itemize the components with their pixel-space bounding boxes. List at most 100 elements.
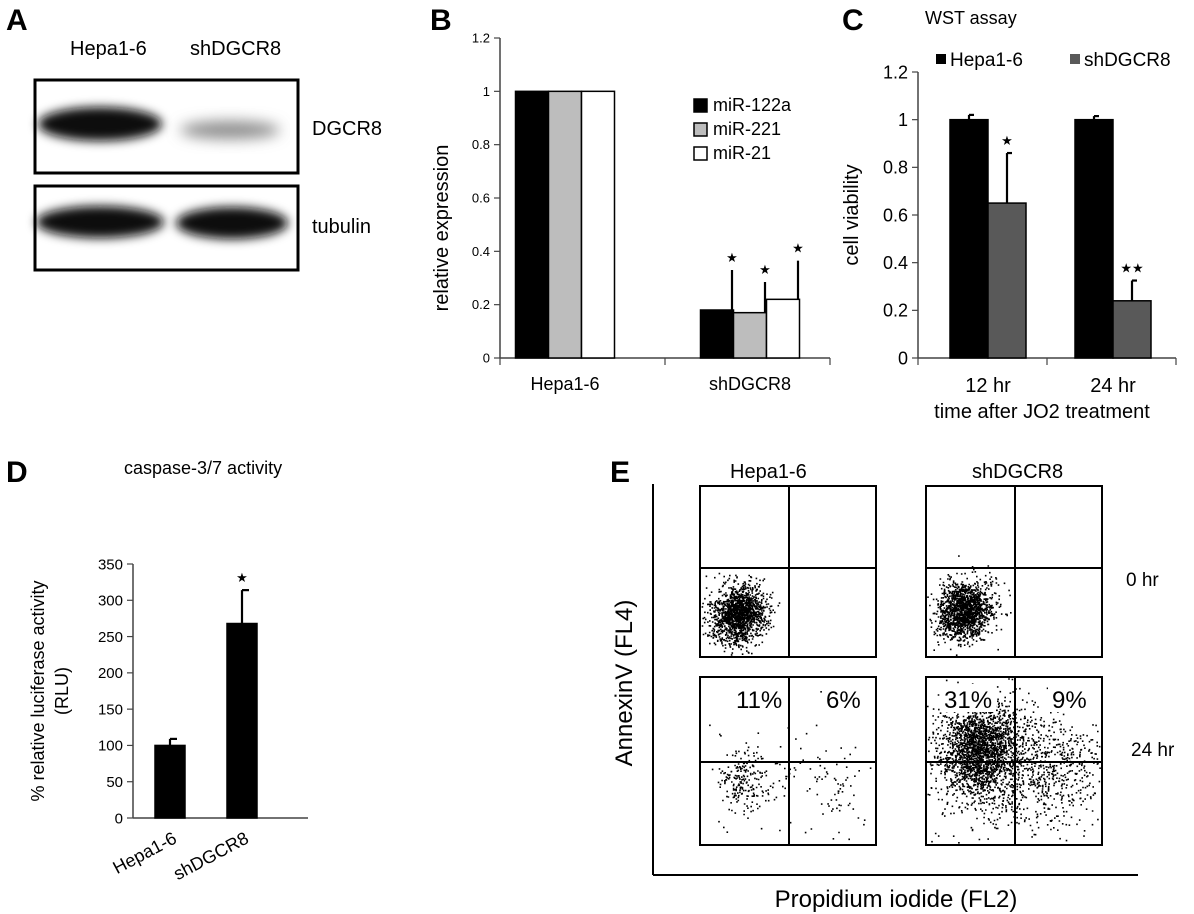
panel-e-label: E <box>610 456 630 489</box>
chart-b-legend-label: miR-122a <box>713 95 792 115</box>
panel-c-label: C <box>842 4 864 37</box>
chart-b-bar <box>699 309 735 359</box>
chart-c-legend-label: shDGCR8 <box>1084 50 1171 71</box>
tubulin-band-hepa <box>36 206 164 238</box>
pct-bg-hepa-right <box>822 684 870 712</box>
chart-d-category-label: shDGCR8 <box>170 828 252 884</box>
chart-b-legend-swatch <box>693 98 708 113</box>
chart-c-x-axis-label: time after JO2 treatment <box>934 401 1150 423</box>
chart-d-y-tick-label: 0 <box>115 810 123 827</box>
chart-b-legend-label: miR-21 <box>713 143 771 163</box>
pct-bg-sh-right <box>1048 684 1096 712</box>
chart-d-category-label: Hepa1-6 <box>110 828 180 878</box>
flow-events <box>927 555 1012 656</box>
chart-b-y-tick-label: 0 <box>483 351 490 366</box>
panel-a: A Hepa1-6 shDGCR8 DGCR8 tubulin <box>6 4 382 272</box>
chart-b-bar <box>732 311 768 359</box>
chart-c-bar <box>987 202 1027 359</box>
chart-c-y-axis-label: cell viability <box>841 164 863 265</box>
chart-d-bar <box>154 744 186 819</box>
dgcr8-band-hepa <box>38 107 162 141</box>
flow-x-axis-label: Propidium iodide (FL2) <box>775 886 1018 913</box>
chart-d: 0 50 100 150 200 250 300 350 Hepa1-6 ★ shDGCR8 <box>98 556 308 884</box>
chart-c-category-label: 12 hr <box>965 375 1011 397</box>
chart-c-y-tick-label: 1 <box>898 110 908 130</box>
chart-c-category-label: 24 hr <box>1090 375 1136 397</box>
blot-label-dgcr8: DGCR8 <box>312 118 382 140</box>
chart-b-y-tick-label: 0.6 <box>472 191 490 206</box>
chart-d-y-tick-label: 350 <box>98 556 123 573</box>
chart-c-bar <box>1112 300 1152 359</box>
chart-c-y-tick-label: 0 <box>898 348 908 368</box>
flow-col-label-shdgcr8: shDGCR8 <box>972 461 1063 483</box>
chart-c-y-tick-label: 0.2 <box>883 301 908 321</box>
pct-shdgcr8-24-annexin: 31% <box>944 687 992 714</box>
flow-y-axis-label: AnnexinV (FL4) <box>611 600 638 767</box>
chart-b-category-label: Hepa1-6 <box>530 374 599 394</box>
chart-d-title: caspase-3/7 activity <box>124 458 282 478</box>
chart-d-y-tick-label: 200 <box>98 665 123 682</box>
panel-b-label: B <box>430 4 452 37</box>
chart-d-y-tick-label: 100 <box>98 738 123 755</box>
pct-hepa-24-double: 6% <box>826 687 861 714</box>
lane-label-hepa: Hepa1-6 <box>70 38 147 60</box>
blot-label-tubulin: tubulin <box>312 216 371 238</box>
chart-c-y-tick-label: 0.8 <box>883 158 908 178</box>
chart-c-bar <box>949 118 989 359</box>
chart-c-bar <box>1074 118 1114 359</box>
panel-e: E Hepa1-6 shDGCR8 AnnexinV (FL4) Propidi… <box>610 456 1175 913</box>
chart-b-significance-star: ★ <box>726 250 738 265</box>
chart-b: 0 0.2 0.4 0.6 0.8 1 1.2 Hepa1-6 ★ ★ ★ shDGCR8 miR-12… <box>472 31 831 394</box>
chart-d-y-axis-label-line-2: (RLU) <box>52 667 72 715</box>
chart-b-significance-star: ★ <box>759 262 771 277</box>
panel-a-label: A <box>6 4 28 37</box>
chart-d-y-tick-label: 300 <box>98 593 123 610</box>
chart-c-legend-label: Hepa1-6 <box>950 50 1023 71</box>
flow-events <box>701 572 781 656</box>
chart-b-significance-star: ★ <box>792 241 804 256</box>
chart-b-y-tick-label: 0.8 <box>472 137 490 152</box>
chart-d-y-tick-label: 150 <box>98 701 123 718</box>
chart-c-y-tick-label: 0.4 <box>883 253 908 273</box>
flow-dots-hepa-0hr <box>701 572 781 656</box>
tubulin-band-shdgcr8 <box>176 207 288 239</box>
chart-b-y-tick-label: 1.2 <box>472 31 490 46</box>
chart-b-y-axis-label: relative expression <box>431 145 453 312</box>
dgcr8-band-shdgcr8 <box>180 121 280 139</box>
chart-b-y-tick-label: 1 <box>483 84 490 99</box>
chart-d-bar <box>226 622 258 819</box>
chart-d-y-tick-label: 250 <box>98 629 123 646</box>
chart-d-y-axis-label-line-1: % relative luciferase activity <box>28 580 48 801</box>
chart-b-legend-swatch <box>693 122 708 137</box>
flow-dots-shdgcr8-0hr <box>927 555 1012 656</box>
flow-row-label-0hr: 0 hr <box>1126 570 1159 591</box>
chart-b-bar <box>580 90 616 359</box>
chart-c: 0 0.2 0.4 0.6 0.8 1 1.2 ★ 12 hr ★★ 24 hr Hepa1-6 shD… <box>883 50 1177 397</box>
chart-b-y-tick-label: 0.4 <box>472 244 490 259</box>
pct-bg-hepa-left <box>733 684 785 712</box>
chart-d-significance-star: ★ <box>236 570 248 585</box>
chart-c-title: WST assay <box>925 8 1017 28</box>
panel-c: C WST assay 0 0.2 0.4 0.6 0.8 1 1.2 ★ 12 hr ★★ 24 … <box>841 4 1177 423</box>
flow-col-label-hepa: Hepa1-6 <box>730 461 807 483</box>
chart-c-significance-star: ★★ <box>1120 261 1143 276</box>
chart-c-significance-star: ★ <box>1001 133 1013 148</box>
chart-b-bar <box>514 90 550 359</box>
chart-b-category-label: shDGCR8 <box>709 374 791 394</box>
chart-c-y-tick-label: 0.6 <box>883 205 908 225</box>
pct-shdgcr8-24-double: 9% <box>1052 687 1087 714</box>
chart-c-legend-swatch <box>936 54 946 64</box>
flow-row-label-24hr: 24 hr <box>1131 740 1175 761</box>
chart-b-legend-label: miR-221 <box>713 119 781 139</box>
pct-bg-sh-left <box>940 684 996 712</box>
chart-b-legend-swatch <box>693 146 708 161</box>
chart-b-bar <box>765 298 801 359</box>
panel-d: D caspase-3/7 activity 0 50 100 150 200 250 30… <box>6 456 308 884</box>
chart-b-bar <box>547 90 583 359</box>
chart-d-y-tick-label: 50 <box>106 774 123 791</box>
panel-b: B 0 0.2 0.4 0.6 0.8 1 1.2 Hepa1-6 ★ ★ ★ shDGCR8 miR-… <box>430 4 831 394</box>
panel-d-label: D <box>6 456 28 489</box>
lane-label-shdgcr8: shDGCR8 <box>190 38 281 60</box>
chart-c-y-tick-label: 1.2 <box>883 62 908 82</box>
